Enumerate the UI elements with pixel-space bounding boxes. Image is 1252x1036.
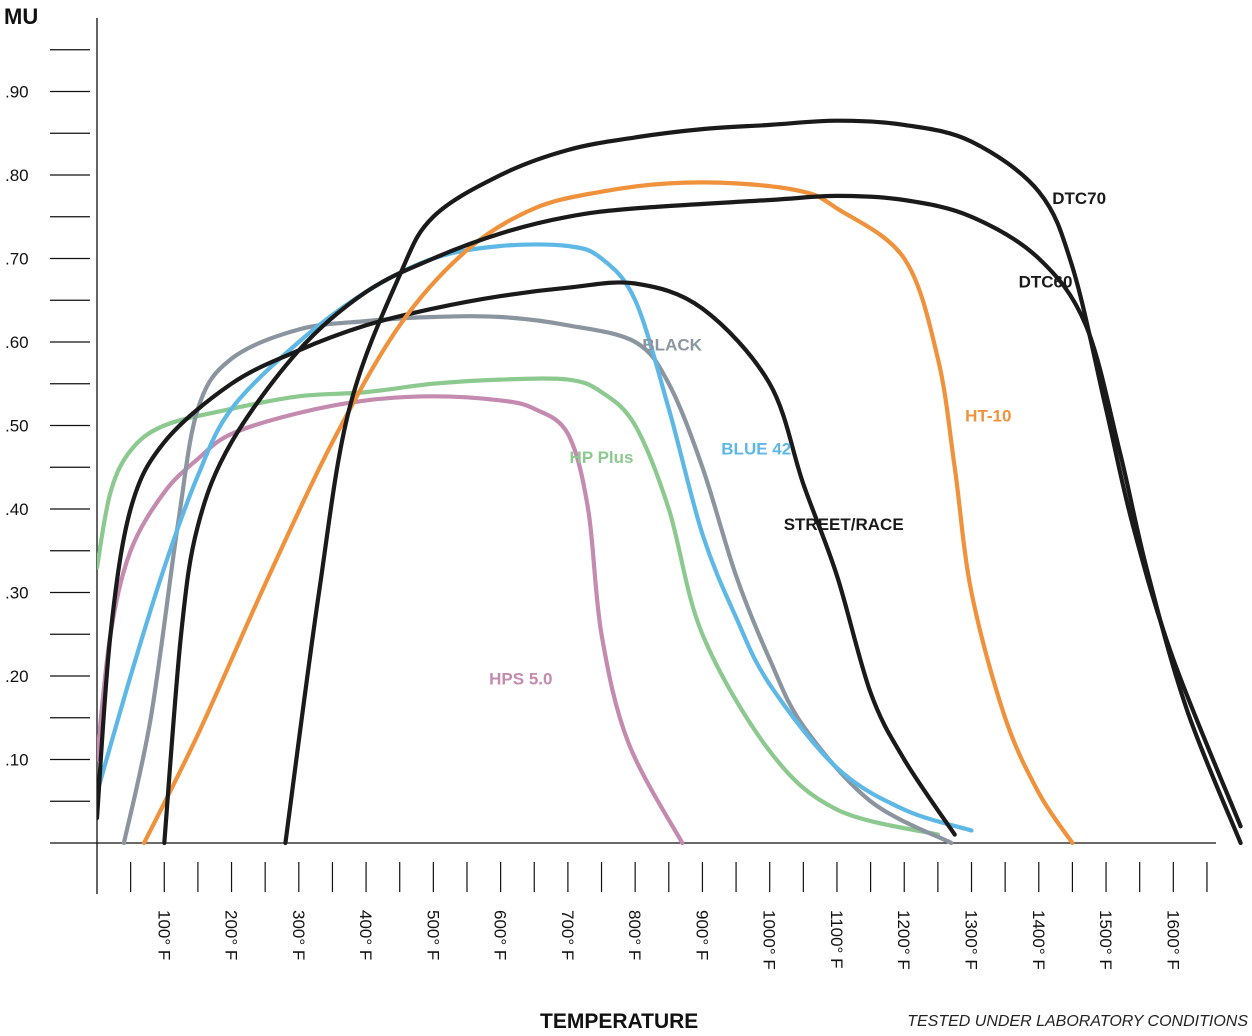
series-line-dtc60 [162, 193, 1243, 846]
series-label-hps-5-0: HPS 5.0 [489, 669, 552, 688]
x-axis-title: TEMPERATURE [540, 1010, 699, 1033]
x-tick-label: 500° F [423, 910, 442, 960]
x-tick-label: 600° F [491, 910, 510, 960]
x-tick-label: 1400° F [1029, 910, 1048, 970]
series-line-dtc70 [283, 118, 1243, 846]
x-tick-label: 1100° F [827, 910, 846, 968]
y-tick-label: .10 [5, 751, 29, 770]
x-tick-label: 200° F [222, 910, 241, 960]
x-tick-label: 1200° F [894, 910, 913, 970]
x-tick-label: 1500° F [1096, 910, 1115, 970]
x-tick-label: 400° F [356, 910, 375, 960]
y-tick-label: .60 [5, 333, 29, 352]
x-tick-label: 900° F [692, 910, 711, 960]
series-line-street-race [97, 280, 957, 837]
x-tick-label: 1600° F [1163, 910, 1182, 970]
series-label-dtc70: DTC70 [1052, 189, 1106, 208]
y-tick-label: .40 [5, 500, 29, 519]
x-tick-label: 800° F [625, 910, 644, 960]
y-axis-title: MU [4, 4, 39, 29]
series-label-dtc60: DTC60 [1019, 273, 1073, 292]
series-label-street-race: STREET/RACE [784, 515, 904, 534]
y-tick-label: .70 [5, 250, 29, 269]
series-label-ht-10: HT-10 [965, 406, 1011, 425]
x-tick-label: 700° F [558, 910, 577, 960]
y-tick-label: .20 [5, 667, 29, 686]
series-label-hp-plus: HP Plus [570, 448, 634, 467]
series-line-hps-5-0 [97, 394, 685, 846]
x-tick-label: 100° F [154, 910, 173, 960]
series-line-blue-42 [97, 242, 974, 833]
x-tick-label: 1000° F [760, 910, 779, 970]
y-tick-label: .50 [5, 417, 29, 436]
series-label-black: BLACK [642, 335, 702, 354]
x-tick-label: 1300° F [962, 910, 981, 970]
y-tick-label: .30 [5, 584, 29, 603]
y-tick-label: .80 [5, 166, 29, 185]
series-line-ht-10 [142, 180, 1075, 846]
test-conditions-note: TESTED UNDER LABORATORY CONDITIONS [907, 1013, 1248, 1030]
x-tick-label: 300° F [289, 910, 308, 960]
series-line-black [121, 314, 954, 846]
y-tick-label: .90 [5, 83, 29, 102]
series-label-blue-42: BLUE 42 [721, 440, 791, 459]
series-line-hp-plus [97, 376, 940, 837]
